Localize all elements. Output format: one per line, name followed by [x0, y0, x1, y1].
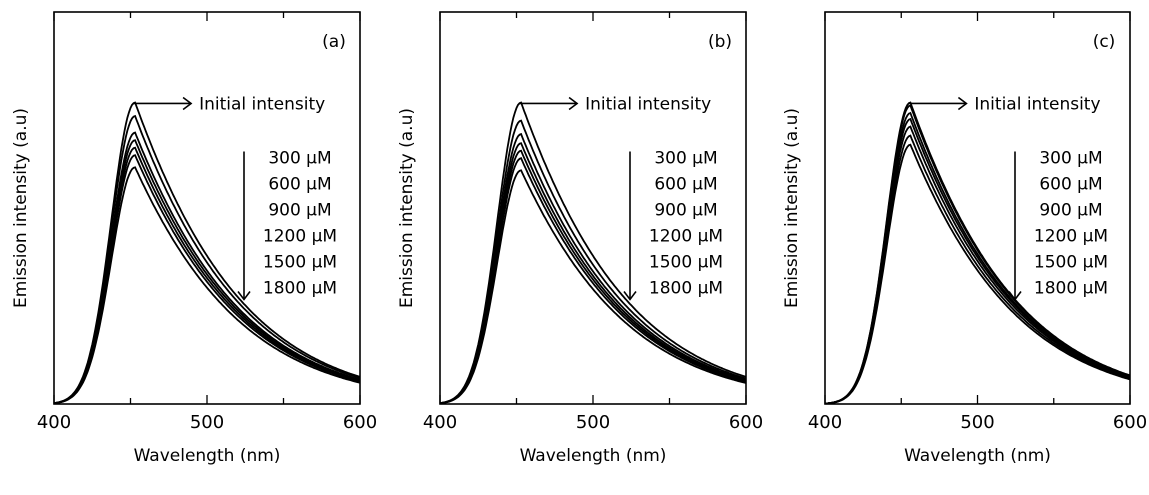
x-tick-label: 600 [729, 412, 763, 433]
concentration-label: 900 µM [654, 200, 717, 220]
y-axis-label: Emission intensity (a.u) [11, 108, 31, 308]
x-axis-label: Wavelength (nm) [904, 446, 1051, 466]
x-tick-label: 600 [1113, 412, 1147, 433]
concentration-label: 300 µM [268, 148, 331, 168]
concentration-label: 600 µM [654, 174, 717, 194]
emission-curve-1 [439, 119, 747, 404]
concentration-label: 1500 µM [263, 252, 337, 272]
concentration-label: 900 µM [268, 200, 331, 220]
concentration-label: 1800 µM [263, 278, 337, 298]
initial-intensity-label: Initial intensity [199, 94, 325, 114]
x-tick-label: 400 [808, 412, 842, 433]
initial-intensity-label: Initial intensity [974, 94, 1100, 114]
concentration-label: 1200 µM [649, 226, 723, 246]
concentration-label: 1500 µM [649, 252, 723, 272]
x-tick-label: 500 [190, 412, 224, 433]
x-axis-label: Wavelength (nm) [134, 446, 281, 466]
initial-intensity-label: Initial intensity [585, 94, 711, 114]
series-group [439, 101, 747, 405]
concentration-label: 600 µM [1039, 174, 1102, 194]
decrease-arrow-head [237, 290, 251, 301]
x-tick-label: 600 [343, 412, 377, 433]
x-tick-label: 400 [423, 412, 457, 433]
emission-curve-6 [824, 143, 1131, 405]
concentration-label: 1800 µM [649, 278, 723, 298]
concentration-label: 300 µM [654, 148, 717, 168]
y-axis-label: Emission intensity (a.u) [397, 108, 417, 308]
concentration-label: 900 µM [1039, 200, 1102, 220]
panel-a: 400 500 600 Wavelength (nm) Emission intensi… [11, 11, 377, 466]
x-tick-label: 500 [576, 412, 610, 433]
series-group [824, 101, 1131, 405]
x-tick-label: 500 [960, 412, 994, 433]
initial-arrow-head [957, 96, 968, 111]
concentration-label: 1200 µM [1034, 226, 1108, 246]
panel-label: (a) [322, 32, 346, 52]
initial-arrow-head [568, 96, 579, 111]
initial-arrow-head [182, 96, 193, 111]
concentration-label: 600 µM [268, 174, 331, 194]
concentration-label: 1200 µM [263, 226, 337, 246]
panel-b: 400 500 600 Wavelength (nm) Emission intensi… [397, 11, 763, 466]
panel-c: 400 500 600 Wavelength (nm) Emission intensi… [782, 11, 1147, 466]
panel-label: (b) [708, 32, 732, 52]
concentration-label: 1500 µM [1034, 252, 1108, 272]
y-axis-label: Emission intensity (a.u) [782, 108, 802, 308]
emission-curve-5 [53, 154, 361, 405]
series-group [53, 101, 361, 405]
emission-curve-5 [439, 157, 747, 405]
x-axis-label: Wavelength (nm) [520, 446, 667, 466]
decrease-arrow-head [623, 290, 637, 301]
decrease-arrow-head [1008, 290, 1022, 301]
emission-curve-0 [439, 101, 747, 404]
emission-curve-1 [53, 114, 361, 404]
concentration-label: 300 µM [1039, 148, 1102, 168]
panel-label: (c) [1093, 32, 1116, 52]
x-tick-label: 400 [37, 412, 71, 433]
emission-curve-6 [53, 166, 361, 405]
emission-curve-6 [439, 169, 747, 405]
concentration-label: 1800 µM [1034, 278, 1108, 298]
